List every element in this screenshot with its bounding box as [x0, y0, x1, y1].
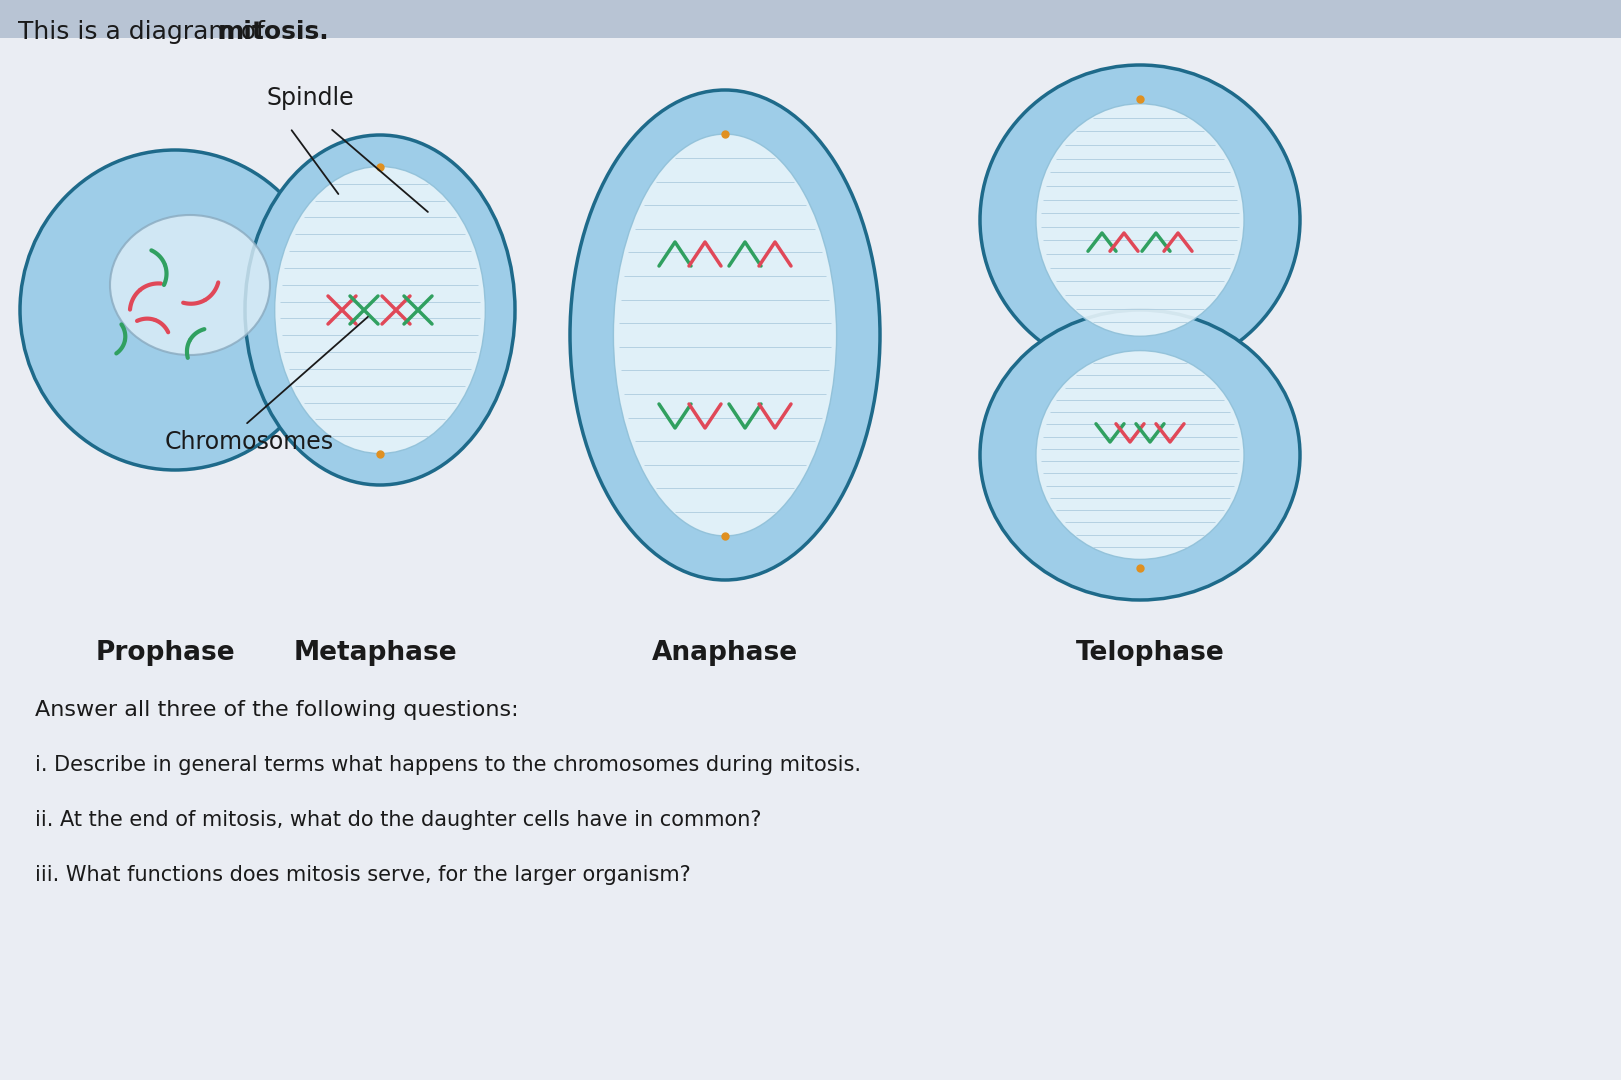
Ellipse shape	[274, 166, 485, 454]
Ellipse shape	[1036, 351, 1243, 559]
Text: Spindle: Spindle	[266, 86, 353, 110]
Text: This is a diagram of: This is a diagram of	[18, 21, 272, 44]
Text: ii. At the end of mitosis, what do the daughter cells have in common?: ii. At the end of mitosis, what do the d…	[36, 810, 762, 831]
Text: Telophase: Telophase	[1076, 640, 1224, 666]
Text: mitosis.: mitosis.	[217, 21, 329, 44]
Ellipse shape	[19, 150, 331, 470]
Ellipse shape	[613, 134, 836, 536]
Ellipse shape	[981, 310, 1300, 600]
Text: Anaphase: Anaphase	[652, 640, 798, 666]
Text: Metaphase: Metaphase	[293, 640, 457, 666]
Text: Chromosomes: Chromosomes	[165, 430, 334, 454]
Text: iii. What functions does mitosis serve, for the larger organism?: iii. What functions does mitosis serve, …	[36, 865, 691, 885]
Text: Prophase: Prophase	[96, 640, 235, 666]
Ellipse shape	[981, 65, 1300, 375]
Ellipse shape	[245, 135, 515, 485]
Ellipse shape	[1036, 104, 1243, 336]
Text: i. Describe in general terms what happens to the chromosomes during mitosis.: i. Describe in general terms what happen…	[36, 755, 861, 775]
Bar	[0, 0, 1621, 38]
Ellipse shape	[571, 90, 880, 580]
Ellipse shape	[110, 215, 271, 355]
Text: Answer all three of the following questions:: Answer all three of the following questi…	[36, 700, 519, 720]
